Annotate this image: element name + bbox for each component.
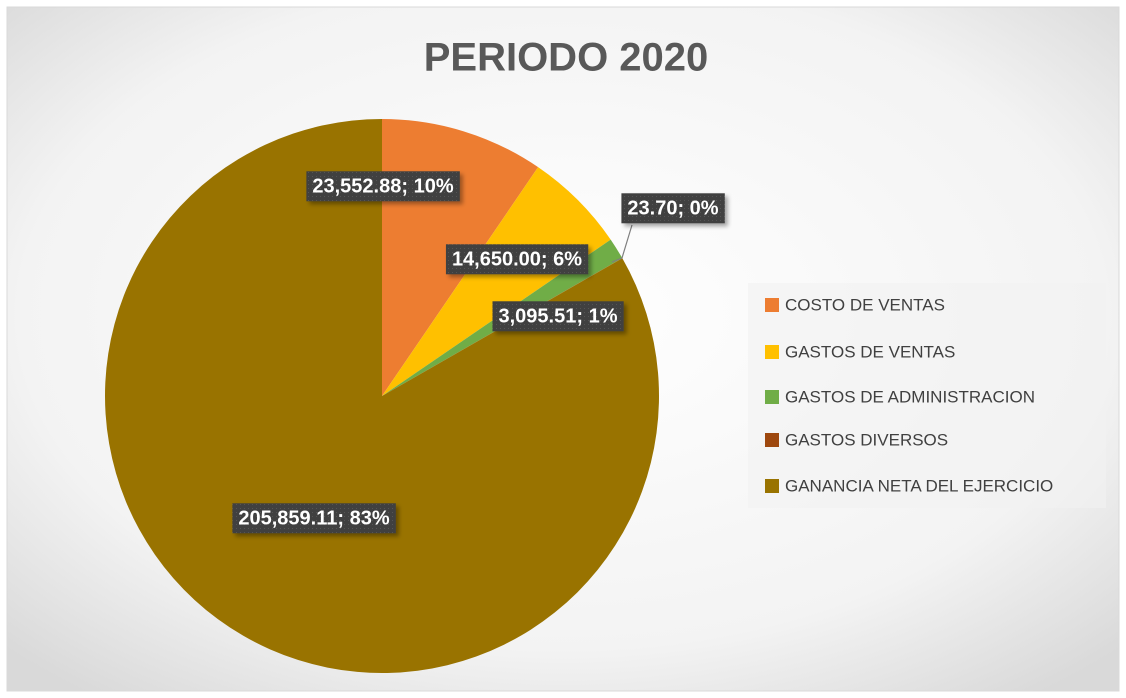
legend-label: GASTOS DE VENTAS	[785, 342, 955, 361]
data-label: 3,095.51; 1%	[499, 305, 618, 327]
data-label-box	[306, 171, 460, 202]
data-label: 14,650.00; 6%	[452, 248, 582, 270]
chart-title: PERIODO 2020	[424, 36, 709, 80]
legend-swatch	[765, 298, 779, 312]
legend-label: COSTO DE VENTAS	[785, 295, 945, 314]
legend-swatch	[765, 390, 779, 404]
data-label-box	[492, 301, 624, 332]
legend-label: GASTOS DE ADMINISTRACION	[785, 387, 1035, 406]
data-label-box	[445, 244, 589, 275]
legend	[748, 283, 1106, 508]
legend-swatch	[765, 345, 779, 359]
legend-label: GASTOS DIVERSOS	[785, 430, 948, 449]
legend-swatch	[765, 479, 779, 493]
data-label: 23,552.88; 10%	[312, 175, 453, 197]
data-label: 205,859.11; 83%	[238, 507, 389, 529]
data-label-box	[232, 503, 396, 534]
data-label: 23.70; 0%	[627, 197, 718, 219]
legend-label: GANANCIA NETA DEL EJERCICIO	[785, 476, 1053, 495]
data-label-box	[621, 193, 725, 224]
legend-swatch	[765, 433, 779, 447]
leader-line	[611, 224, 633, 263]
pie-slice	[104, 119, 659, 673]
pie-slice	[382, 167, 611, 396]
